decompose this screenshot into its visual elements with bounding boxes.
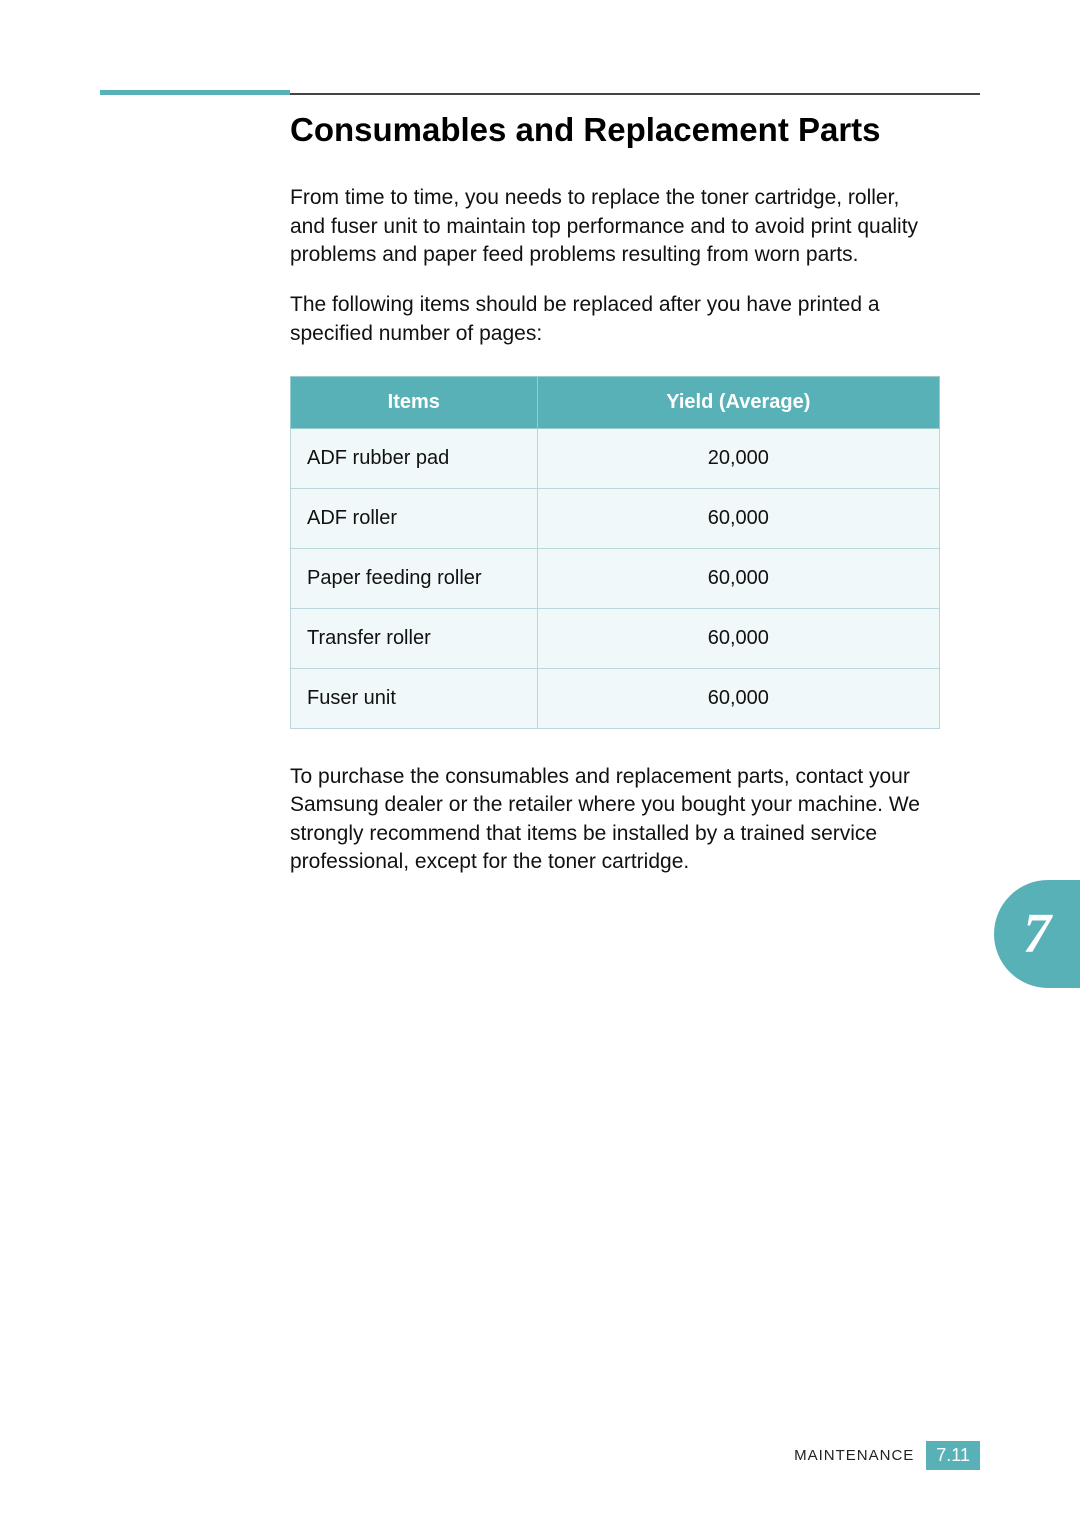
closing-paragraph: To purchase the consumables and replacem…	[290, 763, 940, 876]
table-header-items: Items	[291, 376, 538, 428]
table-cell-item: Transfer roller	[291, 608, 538, 668]
page: Consumables and Replacement Parts From t…	[0, 0, 1080, 1526]
table-cell-yield: 60,000	[537, 608, 939, 668]
table-header-yield: Yield (Average)	[537, 376, 939, 428]
table-row: ADF roller 60,000	[291, 488, 940, 548]
table-header-row: Items Yield (Average)	[291, 376, 940, 428]
chapter-tab: 7	[994, 880, 1080, 988]
table-cell-item: Paper feeding roller	[291, 548, 538, 608]
table-cell-yield: 60,000	[537, 488, 939, 548]
header-rule	[100, 90, 980, 95]
consumables-table: Items Yield (Average) ADF rubber pad 20,…	[290, 376, 940, 729]
table-cell-item: ADF roller	[291, 488, 538, 548]
header-rule-line	[290, 90, 980, 95]
table-cell-item: Fuser unit	[291, 668, 538, 728]
table-cell-item: ADF rubber pad	[291, 428, 538, 488]
header-rule-accent	[100, 90, 290, 95]
table-cell-yield: 60,000	[537, 668, 939, 728]
intro-paragraph-2: The following items should be replaced a…	[290, 291, 940, 348]
footer-page-number: 7.11	[926, 1441, 980, 1470]
page-title: Consumables and Replacement Parts	[290, 109, 940, 150]
table-row: Paper feeding roller 60,000	[291, 548, 940, 608]
footer-section-label: MAINTENANCE	[794, 1447, 914, 1464]
table-cell-yield: 20,000	[537, 428, 939, 488]
table-row: ADF rubber pad 20,000	[291, 428, 940, 488]
intro-paragraph-1: From time to time, you needs to replace …	[290, 184, 940, 269]
content-column: Consumables and Replacement Parts From t…	[290, 109, 940, 876]
table-row: Fuser unit 60,000	[291, 668, 940, 728]
table-cell-yield: 60,000	[537, 548, 939, 608]
table-row: Transfer roller 60,000	[291, 608, 940, 668]
chapter-number: 7	[1023, 902, 1051, 966]
page-footer: MAINTENANCE 7.11	[794, 1441, 980, 1470]
